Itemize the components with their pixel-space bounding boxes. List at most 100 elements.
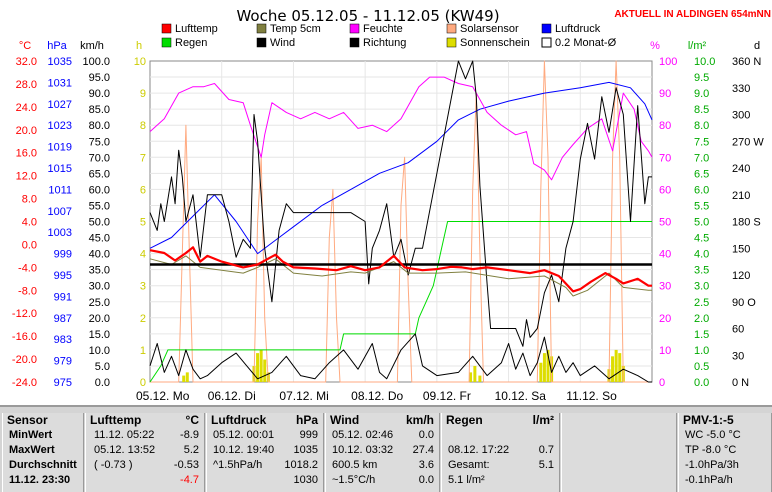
regen-header: Regen: [446, 413, 483, 427]
wind-avg-value: 3.6: [418, 459, 434, 471]
series-line-regen: [149, 221, 652, 383]
regen-current-note: 5.1 l/m²: [448, 474, 485, 486]
direction-tick-label: 120: [732, 270, 750, 282]
rain-tick-label: 7.0: [694, 152, 709, 164]
pressure-tick-label: 975: [54, 377, 72, 389]
sensor-row-min: MinWert: [9, 429, 53, 441]
temp-tick-label: -4.0: [18, 262, 37, 274]
luftdruck-avg-value: 1018.2: [284, 459, 318, 471]
lufttemp-min-value: -8.9: [180, 429, 199, 441]
day-tick-label: 10.12. Sa: [495, 389, 547, 403]
legend-label: Wind: [270, 37, 295, 49]
series-line-wind: [149, 333, 652, 383]
pressure-tick-label: 991: [54, 291, 72, 303]
wind-tick-label: 100.0: [82, 56, 110, 68]
wind-distance: 600.5 km: [332, 459, 378, 471]
humidity-tick-label: 0: [659, 377, 665, 389]
lufttemp-max-value: 5.2: [183, 444, 199, 456]
rain-tick-label: 1.5: [694, 329, 709, 341]
rain-tick-label: 8.0: [694, 120, 709, 132]
legend-label: Lufttemp: [175, 23, 218, 35]
sunshine-bar: [263, 359, 267, 382]
wind-current-note: ~1.5°C/h: [332, 474, 376, 486]
legend-label: Temp 5cm: [270, 23, 321, 35]
direction-tick-label: 0 N: [732, 377, 749, 389]
sun-tick-label: 4: [140, 249, 146, 261]
direction-tick-label: 240: [732, 163, 750, 175]
sun-unit-label: h: [136, 40, 142, 52]
rain-tick-label: 5.5: [694, 200, 709, 212]
sensor-header: Sensor: [7, 413, 48, 427]
direction-tick-label: 60: [732, 324, 744, 336]
rain-tick-label: 10.0: [694, 56, 715, 68]
pressure-tick-label: 1023: [48, 120, 72, 132]
sun-tick-label: 3: [140, 281, 146, 293]
temp-tick-label: 0.0: [22, 239, 37, 251]
wind-min-value: 0.0: [418, 429, 434, 441]
wind-tick-label: 15.0: [89, 329, 110, 341]
lufttemp-avg-value: -0.53: [173, 459, 199, 471]
wind-header: Wind: [330, 413, 360, 427]
day-tick-label: 07.12. Mi: [279, 389, 328, 403]
legend-swatch: [349, 37, 360, 48]
temp-tick-label: 16.0: [16, 148, 37, 160]
rain-tick-label: 4.5: [694, 233, 709, 245]
temp-tick-label: 12.0: [16, 171, 37, 183]
pressure-tick-label: 1027: [48, 99, 72, 111]
sun-tick-label: 5: [140, 217, 146, 229]
lufttemp-current-value: -4.7: [180, 474, 199, 486]
day-tick-label: 08.12. Do: [351, 389, 403, 403]
legend-label: Sonnenschein: [460, 37, 530, 49]
luftdruck-current-value: 1030: [293, 474, 318, 486]
wind-unit-label: km/h: [80, 40, 104, 52]
legend-swatch: [541, 37, 552, 48]
humidity-tick-label: 20: [659, 313, 671, 325]
rain-tick-label: 0.5: [694, 361, 709, 373]
legend-label: Regen: [175, 37, 207, 49]
series-line-solarsensor: [150, 60, 652, 383]
sunshine-bar: [469, 372, 473, 382]
pressure-tick-label: 1019: [48, 142, 72, 154]
lufttemp-unit: °C: [185, 413, 199, 427]
luftdruck-header: Luftdruck: [211, 413, 267, 427]
humidity-unit-label: %: [650, 40, 660, 52]
humidity-tick-label: 100: [659, 56, 677, 68]
pmv-windchill: WC -5.0 °C: [685, 429, 741, 441]
sunshine-bar: [614, 349, 618, 382]
pmv-column: PMV-1:-5 WC -5.0 °C TP -8.0 °C -1.0hPa/3…: [678, 413, 772, 492]
wind-tick-label: 85.0: [89, 104, 110, 116]
pressure-tick-label: 1011: [48, 184, 72, 196]
temp-unit-label: °C: [19, 40, 31, 52]
rain-tick-label: 1.0: [694, 345, 709, 357]
legend-label: Solarsensor: [460, 23, 519, 35]
humidity-tick-label: 80: [659, 120, 671, 132]
sunshine-bar: [611, 356, 615, 382]
pressure-tick-label: 999: [54, 249, 72, 261]
temp-tick-label: -20.0: [12, 354, 37, 366]
legend-swatch: [446, 23, 457, 34]
wind-tick-label: 95.0: [89, 72, 110, 84]
wind-tick-label: 10.0: [89, 345, 110, 357]
pressure-tick-label: 983: [54, 334, 72, 346]
luftdruck-max-time: 10.12. 19:40: [213, 444, 275, 456]
pmv-dewpoint: TP -8.0 °C: [685, 444, 737, 456]
luftdruck-min-time: 05.12. 00:01: [213, 429, 275, 441]
sunshine-bar: [618, 353, 622, 382]
rain-unit-label: l/m²: [688, 40, 707, 52]
temp-tick-label: 24.0: [16, 102, 37, 114]
rain-tick-label: 3.0: [694, 281, 709, 293]
legend-swatch: [161, 37, 172, 48]
rain-tick-label: 9.5: [694, 72, 709, 84]
wind-current-value: 0.0: [418, 474, 434, 486]
legend: Lufttemp Temp 5cm Feuchte Solarsensor Luftdr…: [161, 23, 617, 49]
series-line-lufttemp: [149, 246, 652, 293]
legend-label: Richtung: [363, 37, 406, 49]
regen-unit: l/m²: [532, 413, 554, 427]
legend-swatch: [256, 23, 267, 34]
sun-tick-label: 10: [134, 56, 146, 68]
wind-unit: km/h: [405, 413, 434, 427]
wind-tick-label: 40.0: [89, 249, 110, 261]
sunshine-bar: [478, 375, 482, 382]
direction-tick-label: 180 S: [732, 217, 761, 229]
rain-tick-label: 9.0: [694, 88, 709, 100]
